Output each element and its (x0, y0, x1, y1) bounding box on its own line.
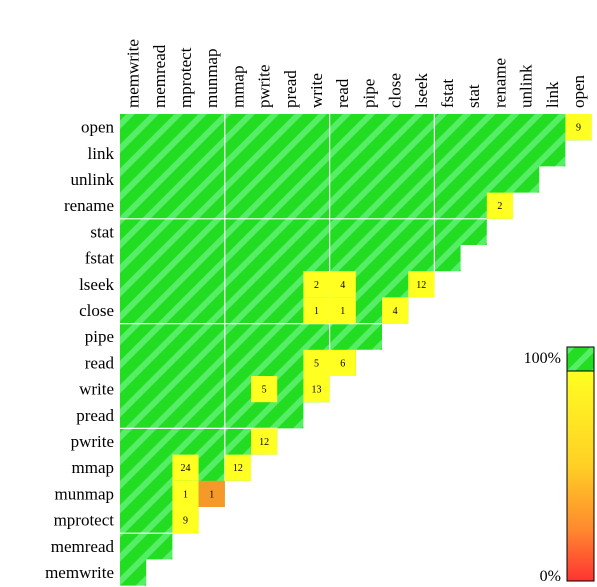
column-label: fstat (438, 78, 457, 108)
column-label: write (307, 73, 326, 108)
cell-value: 9 (183, 516, 188, 527)
row-label: mprotect (54, 511, 115, 530)
legend-min-label: 0% (540, 568, 561, 585)
cell-value: 5 (262, 385, 267, 396)
column-labels: memwrite memread mprotect munmap mmap pwrite p… (124, 39, 588, 108)
row-label: pwrite (71, 432, 114, 451)
row-label: rename (64, 196, 114, 215)
cell-value: 12 (233, 463, 243, 474)
column-label: memread (150, 44, 169, 108)
cell-value: 13 (312, 385, 322, 396)
row-label: munmap (55, 484, 115, 503)
legend-full-swatch (567, 347, 594, 371)
cell-value: 24 (181, 463, 191, 474)
cell-value: 6 (340, 358, 345, 369)
row-label: read (85, 353, 115, 372)
row-label: fstat (85, 249, 115, 268)
column-label: mprotect (176, 47, 195, 108)
cell-value: 12 (259, 437, 269, 448)
column-label: close (386, 73, 405, 108)
column-label: unlink (517, 64, 536, 108)
column-label: open (569, 74, 588, 108)
column-label: link (543, 81, 562, 108)
column-label: memwrite (124, 39, 143, 108)
column-label: pwrite (255, 65, 274, 108)
row-label: stat (90, 222, 114, 241)
cell-value: 4 (340, 280, 345, 291)
column-label: pipe (359, 79, 378, 108)
row-label: memread (51, 537, 115, 556)
column-label: rename (490, 58, 509, 108)
column-label: stat (464, 84, 483, 108)
row-label: link (88, 144, 115, 163)
column-label: munmap (202, 48, 221, 108)
column-label: read (333, 78, 352, 108)
row-labels: open link unlink rename stat fstat lseek close p… (45, 118, 114, 582)
row-label: write (79, 380, 114, 399)
row-label: mmap (72, 458, 115, 477)
row-label: unlink (71, 170, 115, 189)
cell-value: 12 (416, 280, 426, 291)
cell-value: 1 (340, 306, 345, 317)
column-label: pread (281, 70, 300, 108)
legend-max-label: 100% (524, 350, 561, 367)
cell-value: 5 (314, 358, 319, 369)
cell-value: 1 (183, 489, 188, 500)
cell-value: 2 (497, 201, 502, 212)
row-label: memwrite (45, 563, 114, 582)
row-label: open (81, 118, 115, 137)
row-label: pread (76, 406, 114, 425)
column-label: mmap (228, 66, 247, 109)
cell-value: 9 (576, 123, 581, 134)
cell-value: 2 (314, 280, 319, 291)
legend-gradient-bar (567, 371, 594, 581)
row-label: pipe (85, 327, 114, 346)
row-label: lseek (79, 275, 114, 294)
row-label: close (79, 301, 114, 320)
column-label: lseek (412, 73, 431, 108)
color-legend: 100% 0% (524, 347, 594, 585)
cell-value: 1 (209, 489, 214, 500)
cell-value: 1 (314, 306, 319, 317)
cell-value: 4 (393, 306, 398, 317)
